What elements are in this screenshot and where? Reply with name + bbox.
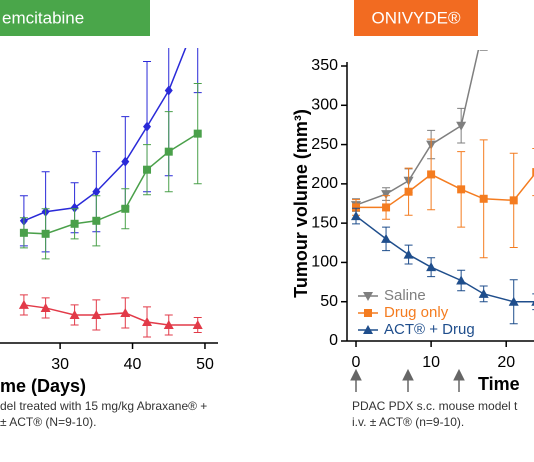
marker [457, 185, 466, 194]
caption: i.v. ± ACT® (n=9-10). [352, 415, 464, 429]
chart: ONIVYDE® 0 10 20 Time 0 50 100 150 200 250 300 350 Tu… [291, 0, 534, 429]
marker [509, 196, 518, 205]
marker [120, 307, 131, 317]
caption: del treated with 15 mg/kg Abraxane® + [0, 399, 207, 413]
marker [164, 85, 173, 96]
marker [143, 165, 152, 174]
marker [426, 262, 437, 272]
series-line [355, 50, 480, 206]
marker [381, 233, 392, 243]
marker [69, 309, 80, 319]
marker [351, 211, 362, 221]
marker [18, 299, 29, 309]
chart: emcitabine 30 40 50 me (Days) del treated wit… [0, 0, 218, 429]
marker [142, 316, 153, 326]
legend-label: Saline [384, 287, 426, 304]
marker [381, 190, 392, 200]
series-line [23, 304, 198, 326]
marker [531, 300, 534, 306]
marker [193, 129, 202, 138]
caption: ± ACT® (N=9-10). [0, 415, 96, 429]
marker [363, 292, 373, 301]
marker [41, 229, 50, 238]
marker [532, 168, 534, 177]
marker [194, 12, 202, 22]
plot [351, 23, 534, 325]
marker [92, 216, 101, 225]
series-line [356, 173, 534, 209]
marker [364, 309, 372, 317]
y-tick-label: 200 [311, 175, 338, 192]
y-tick-label: 250 [311, 136, 338, 153]
legend-label: Drug only [384, 304, 449, 321]
x-tick-label: 50 [196, 356, 214, 373]
marker [19, 228, 28, 237]
marker [192, 319, 203, 329]
marker [363, 325, 373, 334]
marker [121, 156, 130, 167]
dose-arrows [350, 368, 465, 392]
marker [164, 147, 173, 156]
marker [478, 288, 489, 298]
marker [479, 23, 489, 32]
title-box [354, 0, 478, 36]
series-line [355, 215, 534, 303]
y-tick-label: 350 [311, 57, 338, 74]
caption: PDAC PDX s.c. mouse model t [352, 399, 518, 413]
marker [70, 202, 79, 213]
series-line [23, 48, 187, 222]
y-tick-label: 0 [329, 332, 338, 349]
marker [508, 296, 519, 306]
y-tick-label: 50 [320, 293, 338, 310]
y-axis-label: Tumour volume (mm³) [291, 109, 311, 298]
x-tick-label: 30 [51, 356, 69, 373]
legend-label: ACT® + Drug [384, 321, 475, 338]
marker [91, 309, 102, 319]
marker [382, 203, 391, 212]
x-axis-label: Time [478, 374, 520, 394]
marker [479, 194, 488, 203]
x-tick-label: 0 [352, 354, 361, 371]
x-axis-label: me (Days) [0, 376, 86, 396]
plot [18, 12, 203, 338]
marker [70, 219, 79, 228]
marker [352, 203, 361, 212]
x-tick-label: 20 [497, 354, 515, 371]
marker [404, 187, 413, 196]
chart-title: emcitabine [2, 8, 84, 27]
y-tick-label: 300 [311, 97, 338, 114]
marker [92, 186, 101, 197]
marker [456, 275, 467, 285]
marker [427, 170, 436, 179]
x-tick-label: 10 [422, 354, 440, 371]
marker [143, 121, 152, 132]
chart-title: ONIVYDE® [371, 8, 461, 27]
marker [403, 249, 414, 259]
y-tick-label: 100 [311, 254, 338, 271]
marker [40, 302, 51, 312]
title-box [0, 0, 150, 36]
error-bar [193, 48, 202, 94]
marker [163, 319, 174, 329]
error-bar [479, 50, 488, 51]
marker [121, 204, 130, 213]
y-tick-label: 150 [311, 214, 338, 231]
marker [456, 121, 467, 131]
x-tick-label: 40 [124, 356, 142, 373]
